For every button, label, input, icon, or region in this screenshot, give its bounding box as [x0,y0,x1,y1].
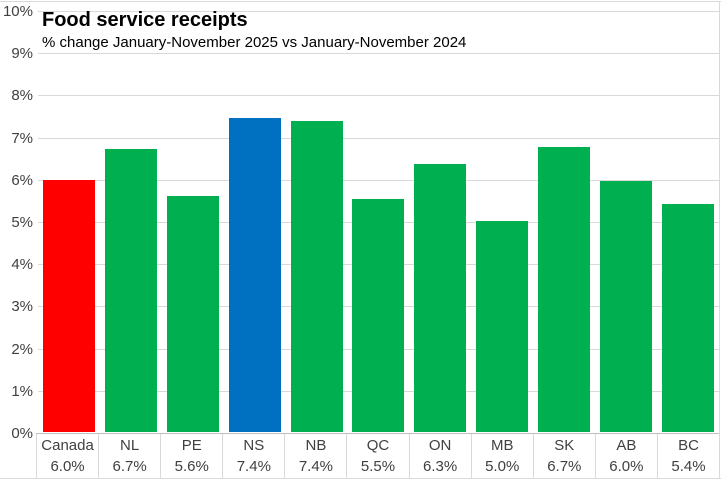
value-label: 6.0% [609,457,644,475]
bar-nb [291,121,343,432]
bar-sk [538,147,590,432]
chart-subtitle: % change January-November 2025 vs Januar… [42,34,467,51]
y-tick-label-9pct: 9% [11,45,33,62]
category-cell-mb: MB 5.0% [470,434,533,478]
figure-border-right [719,1,720,479]
bar-pe [167,196,219,432]
category-cell-ab: AB 6.0% [594,434,657,478]
value-label: 7.4% [236,457,271,475]
y-tick-label-0pct: 0% [11,425,33,442]
value-label: 6.7% [112,457,147,475]
category-cell-sk: SK 6.7% [532,434,595,478]
category-label: Canada [41,437,94,455]
gridline-8pct [38,95,719,96]
gridline-9pct [38,53,719,54]
y-tick-label-1pct: 1% [11,383,33,400]
category-label: NB [305,437,327,455]
value-label: 6.7% [547,457,582,475]
bar-ns [229,118,281,432]
category-label-table: Canada 6.0% NL 6.7% PE 5.6% NS 7.4% NB 7.4% QC 5.5%… [36,434,719,478]
category-label: SK [554,437,575,455]
bar-mb [476,221,528,432]
value-label: 5.5% [360,457,396,475]
figure-border-bottom [0,478,721,479]
y-tick-label-8pct: 8% [11,87,33,104]
category-cell-bc: BC 5.4% [656,434,719,478]
y-tick-label-7pct: 7% [11,130,33,147]
category-cell-on: ON 6.3% [408,434,471,478]
category-cell-pe: PE 5.6% [160,434,222,478]
category-cell-ns: NS 7.4% [222,434,284,478]
y-tick-label-10pct: 10% [2,3,33,20]
y-tick-label-4pct: 4% [11,256,33,273]
chart-title: Food service receipts [42,9,248,31]
category-label: AB [616,437,637,455]
y-tick-label-2pct: 2% [11,341,33,358]
category-cell-nb: NB 7.4% [284,434,346,478]
bar-qc [352,199,404,432]
value-label: 5.6% [174,457,209,475]
bar-ab [600,181,652,432]
value-label: 6.3% [423,457,458,475]
y-tick-label-5pct: 5% [11,214,33,231]
category-cell-canada: Canada 6.0% [36,434,98,478]
figure-border-top [0,1,721,2]
category-label: BC [678,437,699,455]
bar-canada [43,180,95,432]
value-label: 5.0% [485,457,520,475]
gridline-6pct [38,180,719,181]
category-cell-nl: NL 6.7% [98,434,160,478]
value-label: 6.0% [50,457,85,475]
value-label: 7.4% [298,457,334,475]
category-label: NS [243,437,265,455]
gridline-7pct [38,138,719,139]
y-tick-label-3pct: 3% [11,298,33,315]
gridline-10pct [38,11,719,12]
category-label: QC [366,437,390,455]
category-label: NL [120,437,140,455]
category-cell-qc: QC 5.5% [346,434,408,478]
bar-on [414,164,466,432]
category-label: ON [428,437,452,455]
value-label: 5.4% [671,457,706,475]
y-tick-label-6pct: 6% [11,172,33,189]
x-axis-baseline [36,433,719,434]
category-label: MB [490,437,514,455]
bar-bc [662,204,714,432]
bar-nl [105,149,157,432]
category-label: PE [181,437,202,455]
